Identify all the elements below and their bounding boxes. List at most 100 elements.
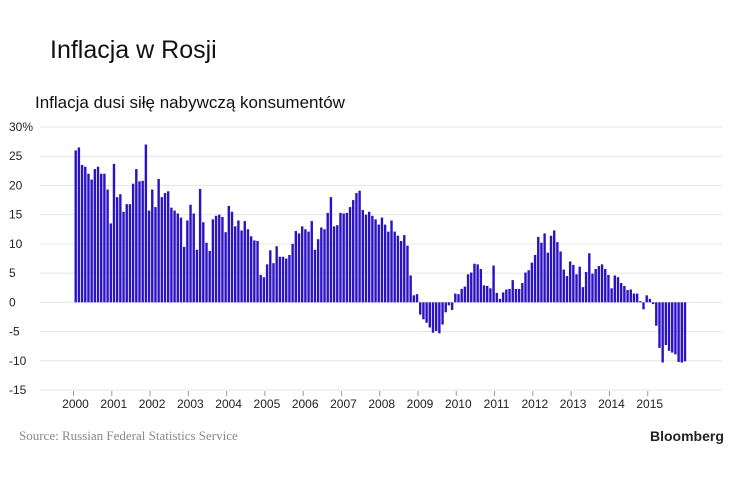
bar [419,302,422,315]
bar [115,197,119,303]
bar [438,302,441,334]
x-tick-label: 2012 [522,397,549,411]
bar [377,224,380,303]
bar [677,302,680,362]
bar [189,204,192,303]
bar [623,285,626,303]
bar [581,287,585,303]
bar [434,302,438,331]
bar [428,302,431,328]
bar [167,191,170,303]
bar [473,263,476,303]
x-tick-label: 2015 [636,397,663,411]
bar [447,302,451,306]
bar [396,235,400,303]
bloomberg-logo: Bloomberg [650,428,724,444]
bar [218,214,221,303]
bar [492,265,495,303]
bar [540,242,543,303]
bar [262,277,266,303]
bar [214,215,218,303]
bar [367,211,371,303]
bar [565,276,569,303]
bar [514,288,518,303]
bar [182,246,186,303]
bar [463,286,467,303]
bar [345,212,349,303]
bar [170,207,173,303]
bar [387,231,390,303]
bar [594,269,597,303]
bar [511,280,514,303]
bar [230,211,234,303]
bar [316,239,320,303]
bar [543,233,546,303]
bar [556,242,559,303]
bar [342,213,345,303]
bar [237,220,240,303]
bar [568,261,572,303]
bar [364,214,368,303]
bar [470,272,473,303]
x-tick-label: 2006 [292,397,319,411]
bar [527,270,530,303]
bar [501,292,505,303]
bar [645,295,648,303]
bar [613,275,617,303]
bar [680,302,683,363]
bar [211,219,215,303]
bar [399,240,403,303]
bar [227,205,231,303]
bar [671,302,674,353]
x-tick-label: 2005 [254,397,281,411]
bar [489,288,492,303]
bar [208,250,211,303]
bar [100,173,103,303]
bar [667,302,671,351]
bar [304,229,307,303]
bar [336,225,339,303]
bar [466,274,470,303]
bar [332,226,336,303]
bar [339,212,342,303]
bar [297,233,301,303]
bar [562,269,565,303]
chart-subtitle: Inflacja dusi siłę nabywczą konsumentów [35,93,345,112]
bar [648,298,652,303]
bar [157,179,160,303]
bar [658,302,661,348]
bar [300,226,304,303]
bar [84,166,87,303]
bar [559,251,562,303]
bar [106,189,109,303]
x-tick-label: 2010 [445,397,472,411]
bar [639,301,642,303]
bar [125,204,128,303]
bar [412,295,416,303]
bar [294,231,298,303]
bar [278,256,282,303]
bar [524,272,527,303]
bar [610,288,613,303]
bar [163,193,167,303]
bar [546,252,550,303]
bar [495,292,498,303]
bar [441,302,444,325]
bar [256,240,259,303]
bar [249,236,253,303]
bar [632,293,636,303]
bar [390,220,393,303]
bars [74,144,687,363]
bar [505,289,508,303]
bar [224,232,227,303]
bar [272,263,275,303]
bar [202,222,205,303]
bar [409,275,412,303]
bar [173,210,176,303]
bar [112,163,116,303]
bar [517,288,521,303]
bar [575,274,578,303]
bar [96,166,100,303]
bar [355,193,358,303]
